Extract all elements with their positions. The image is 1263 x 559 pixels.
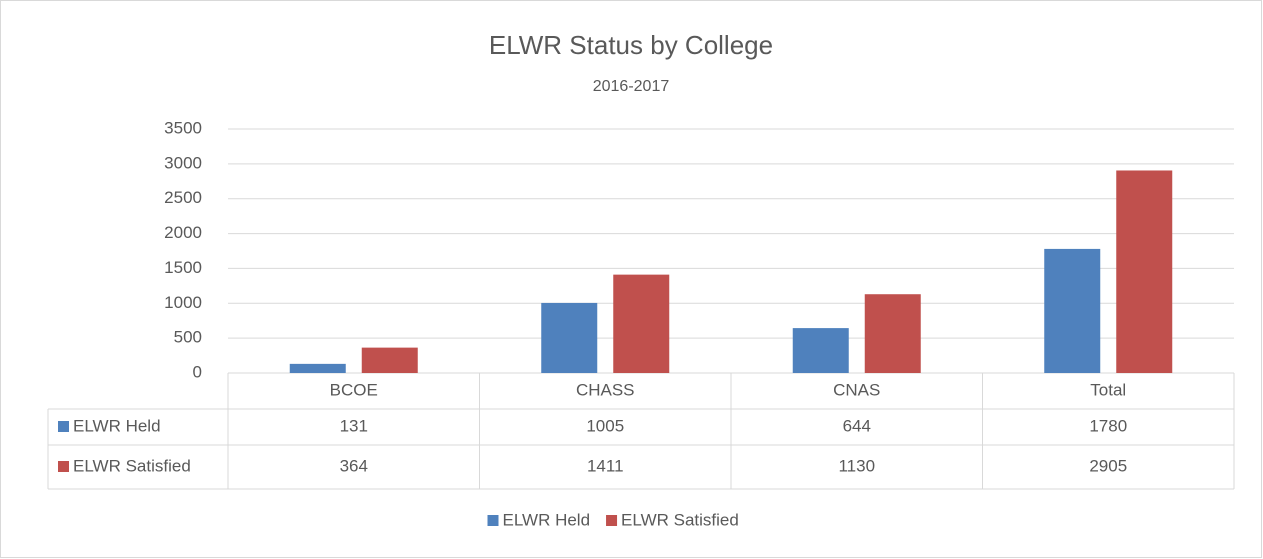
table-value: 1005: [586, 416, 624, 435]
legend-key: [606, 515, 618, 526]
y-tick-label: 3000: [164, 153, 202, 172]
bar: [1044, 248, 1101, 373]
y-tick-label: 2000: [164, 223, 202, 242]
bar: [864, 294, 921, 373]
x-tick-label: CNAS: [833, 380, 880, 399]
bar: [289, 363, 346, 373]
y-tick-label: 1500: [164, 258, 202, 277]
legend-label: ELWR Held: [503, 510, 591, 529]
bar: [361, 347, 418, 373]
table-legend-key: [58, 421, 69, 432]
x-tick-label: CHASS: [576, 380, 635, 399]
bar: [613, 274, 670, 373]
y-tick-label: 3500: [164, 118, 202, 137]
legend-label: ELWR Satisfied: [621, 510, 739, 529]
x-tick-label: Total: [1090, 380, 1126, 399]
table-value: 2905: [1089, 456, 1127, 475]
bar: [1116, 170, 1173, 373]
table-value: 131: [340, 416, 368, 435]
chart-subtitle: 2016-2017: [593, 78, 670, 95]
table-legend-key: [58, 461, 69, 472]
table-value: 1780: [1089, 416, 1127, 435]
table-value: 644: [843, 416, 871, 435]
y-tick-label: 0: [193, 362, 202, 381]
legend-key: [487, 515, 499, 526]
table-value: 1130: [838, 456, 875, 475]
table-row-label: ELWR Held: [73, 416, 161, 435]
y-tick-label: 2500: [164, 188, 202, 207]
y-tick-label: 500: [174, 328, 202, 347]
chart-title: ELWR Status by College: [489, 30, 773, 60]
bar: [541, 302, 598, 373]
y-tick-label: 1000: [164, 293, 202, 312]
bar: [792, 328, 849, 373]
x-tick-label: BCOE: [330, 380, 378, 399]
table-value: 1411: [587, 456, 624, 475]
table-value: 364: [340, 456, 368, 475]
table-row-label: ELWR Satisfied: [73, 456, 191, 475]
